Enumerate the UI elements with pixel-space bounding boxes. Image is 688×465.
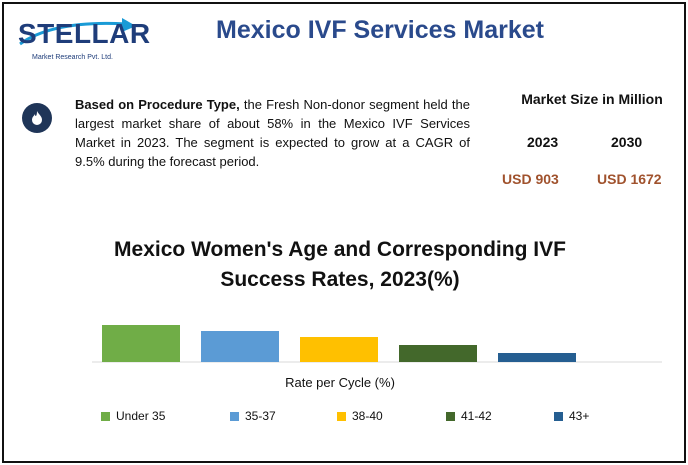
stellar-logo: STELLAR Market Research Pvt. Ltd. [14,14,150,66]
summary-body: the Fresh Non-donor segment held the lar… [75,97,470,169]
legend-label: 38-40 [352,409,383,423]
value-2030: USD 1672 [597,171,662,187]
legend-label: 35-37 [245,409,276,423]
legend-item: 35-37 [230,409,276,423]
logo-subtitle: Market Research Pvt. Ltd. [32,54,113,61]
legend-item: 43+ [554,409,589,423]
bar-43- [498,353,576,362]
legend-label: 43+ [569,409,590,423]
market-size-title: Market Size in Million [521,91,663,107]
bar-38-40 [300,337,378,362]
value-2023: USD 903 [502,171,559,187]
fire-icon [22,103,52,133]
chart-title: Mexico Women's Age and Corresponding IVF… [114,238,566,291]
year-2030: 2030 [611,134,643,150]
year-2023: 2023 [527,134,559,150]
logo-swoosh-icon [19,18,136,46]
legend-item: 38-40 [337,409,383,423]
summary-lead: Based on Procedure Type, [75,97,240,112]
legend-swatch [230,411,239,421]
logo-text: STELLAR [18,18,151,49]
bar-chart [92,325,662,363]
summary-text: Based on Procedure Type, the Fresh Non-d… [75,95,470,171]
bar-35-37 [201,331,279,362]
legend-swatch [554,411,563,421]
legend-item: 41-42 [446,409,492,423]
bar-41-42 [399,345,477,362]
legend-swatch [446,411,455,421]
legend-label: Under 35 [116,409,166,423]
legend-swatch [337,411,346,421]
x-axis-label: Rate per Cycle (%) [285,375,395,390]
bar-under-35 [102,325,180,362]
legend-label: 41-42 [461,409,492,423]
legend-swatch [101,411,110,421]
legend-item: Under 35 [101,409,165,423]
page-title: Mexico IVF Services Market [216,16,544,44]
